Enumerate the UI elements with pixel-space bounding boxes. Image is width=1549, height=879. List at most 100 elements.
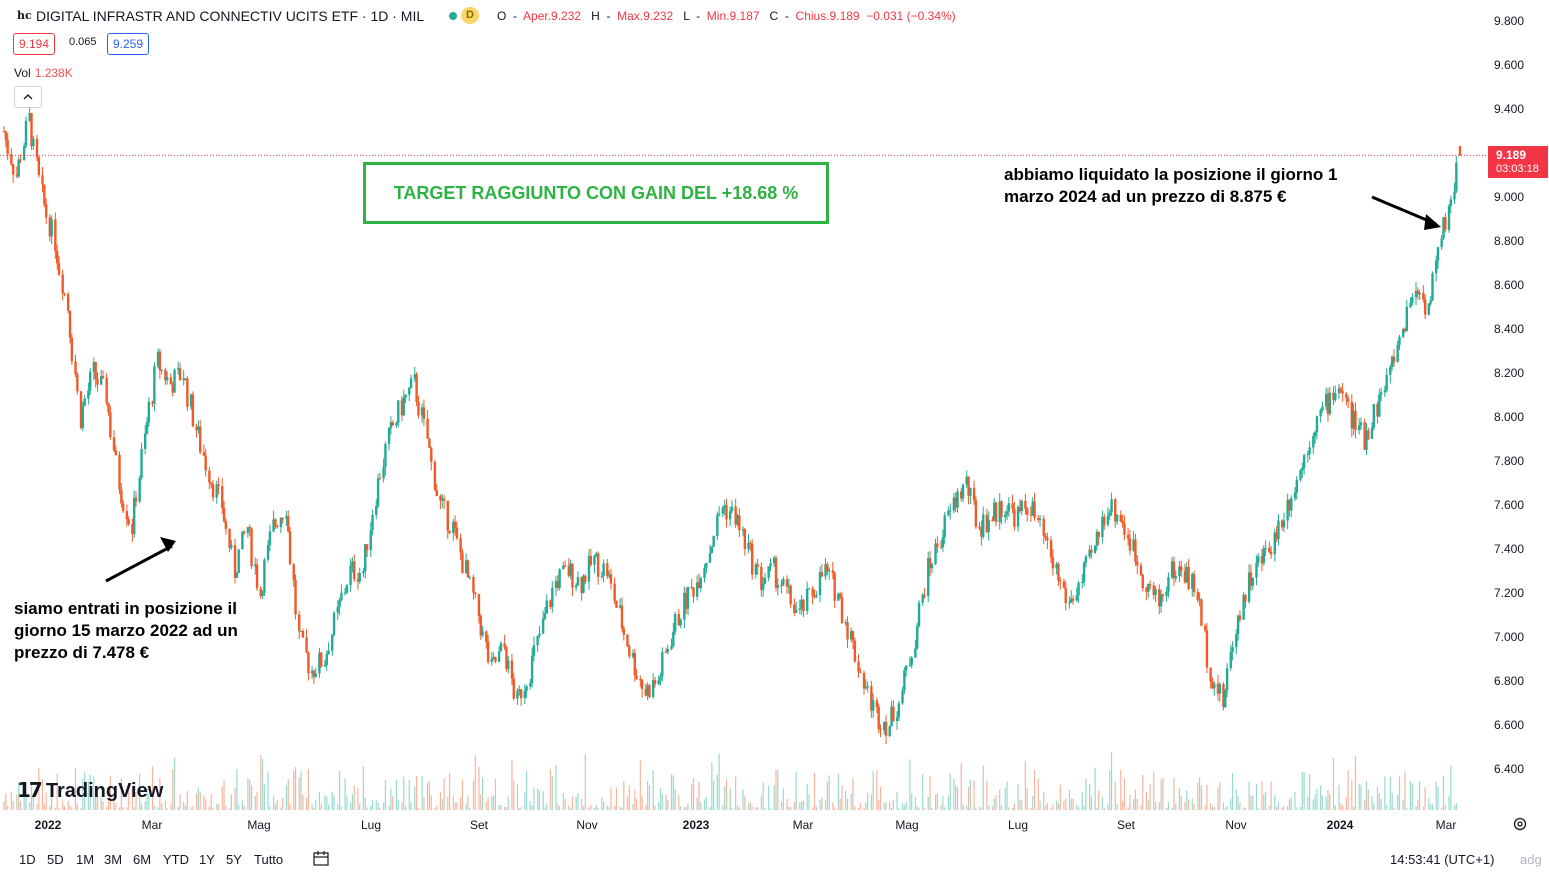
volume-bar: [76, 803, 78, 810]
candle-body: [1213, 683, 1216, 689]
volume-bar: [505, 807, 508, 810]
candle-body: [507, 660, 510, 670]
adjustment-toggle[interactable]: adg: [1520, 852, 1542, 867]
time-axis: 2022 Mar Mag Lug Set Nov 2023 Mar Mag Lug Set Nov 20…: [35, 818, 1457, 832]
range-1d-button[interactable]: 1D: [19, 852, 36, 867]
volume-bar: [986, 780, 988, 810]
volume-bar: [1268, 805, 1270, 810]
candle-body: [446, 500, 449, 531]
volume-bar: [966, 805, 968, 810]
candle-body: [606, 563, 609, 577]
candle-body: [562, 565, 565, 570]
volume-bars: [3, 752, 1457, 810]
candle-body: [1103, 516, 1106, 525]
candle-body: [1293, 492, 1297, 499]
range-1y-button[interactable]: 1Y: [199, 852, 215, 867]
sell-price-button[interactable]: 9.194: [13, 33, 56, 55]
volume-bar: [683, 807, 685, 810]
clock-timezone[interactable]: 14:53:41 (UTC+1): [1390, 852, 1495, 867]
volume-bar: [482, 777, 484, 810]
volume-bar: [1197, 782, 1199, 810]
open-label: O: [497, 9, 507, 23]
buy-price-button[interactable]: 9.259: [107, 33, 150, 55]
candle-body: [41, 175, 44, 185]
candle-body: [1242, 594, 1245, 620]
candle-body: [574, 585, 578, 588]
market-status-dot[interactable]: [449, 12, 457, 20]
range-5d-button[interactable]: 5D: [47, 852, 64, 867]
candle-body: [648, 685, 651, 698]
candle-body: [1392, 356, 1396, 362]
volume-bar: [615, 787, 618, 810]
candle-body: [1378, 394, 1381, 417]
volume-bar: [58, 807, 60, 810]
candle-body: [593, 555, 596, 565]
tradingview-logo[interactable]: 17 TradingView: [17, 778, 163, 803]
volume-bar: [1345, 796, 1347, 810]
volume-bar: [276, 799, 278, 810]
range-5y-button[interactable]: 5Y: [226, 852, 242, 867]
chevron-up-icon[interactable]: [14, 86, 42, 108]
candle-body: [1110, 499, 1113, 513]
candle-body: [613, 583, 616, 601]
volume-bar: [67, 801, 69, 810]
candle-body: [1007, 503, 1011, 512]
candle-body: [1165, 591, 1168, 597]
candle-body: [679, 619, 682, 626]
range-ytd-button[interactable]: YTD: [163, 852, 189, 867]
volume-bar: [1287, 806, 1289, 810]
candle-body: [1158, 588, 1161, 607]
candle-body: [1431, 273, 1434, 301]
candle-body: [683, 592, 686, 620]
candle-body: [769, 563, 772, 567]
symbol-logo[interactable]: hc: [17, 9, 32, 22]
volume-bar: [41, 779, 44, 810]
candle-body: [61, 274, 64, 294]
volume-bar: [879, 787, 882, 810]
candle-body: [246, 527, 250, 533]
candle-body: [477, 593, 481, 617]
range-3m-button[interactable]: 3M: [104, 852, 123, 867]
candle-body: [730, 506, 734, 512]
x-tick-label: Nov: [576, 818, 597, 832]
volume-bar: [555, 764, 557, 810]
volume-bar: [658, 802, 660, 810]
settings-gear-icon[interactable]: [1512, 816, 1528, 832]
volume-bar: [1222, 802, 1225, 810]
range-1m-button[interactable]: 1M: [76, 852, 95, 867]
candle-body: [930, 564, 934, 569]
candle-body: [1302, 454, 1306, 468]
volume-bar: [1044, 805, 1047, 810]
volume-bar: [841, 785, 843, 810]
volume-bar: [685, 806, 687, 810]
candle-body: [299, 630, 303, 632]
candle-body: [224, 521, 228, 530]
candle-body: [486, 641, 490, 663]
volume-bar: [601, 797, 603, 810]
volume-bar: [801, 802, 803, 810]
volume-bar: [516, 784, 519, 810]
volume-bar: [313, 807, 315, 810]
range-all-button[interactable]: Tutto: [254, 852, 284, 867]
volume-bar: [1160, 779, 1162, 810]
candle-body: [1269, 551, 1273, 555]
volume-bar: [430, 795, 432, 810]
candle-body: [644, 688, 648, 696]
candle-body: [1299, 470, 1302, 480]
volume-legend[interactable]: Vol 1.238K: [14, 66, 73, 80]
candle-body: [639, 678, 642, 681]
candle-body: [371, 514, 374, 531]
date-range-calendar-icon[interactable]: [311, 850, 331, 868]
delayed-data-badge[interactable]: D: [461, 7, 479, 24]
volume-bar: [775, 769, 777, 810]
range-6m-button[interactable]: 6M: [133, 852, 152, 867]
symbol-title[interactable]: DIGITAL INFRASTR AND CONNECTIV UCITS ETF…: [36, 8, 425, 24]
candle-body: [1062, 581, 1066, 588]
candle-body: [81, 405, 85, 429]
candle-body: [1436, 247, 1440, 261]
candle-body: [250, 528, 253, 567]
volume-bar: [1250, 795, 1252, 810]
candle-body: [1236, 615, 1240, 635]
candle-body: [519, 689, 523, 699]
